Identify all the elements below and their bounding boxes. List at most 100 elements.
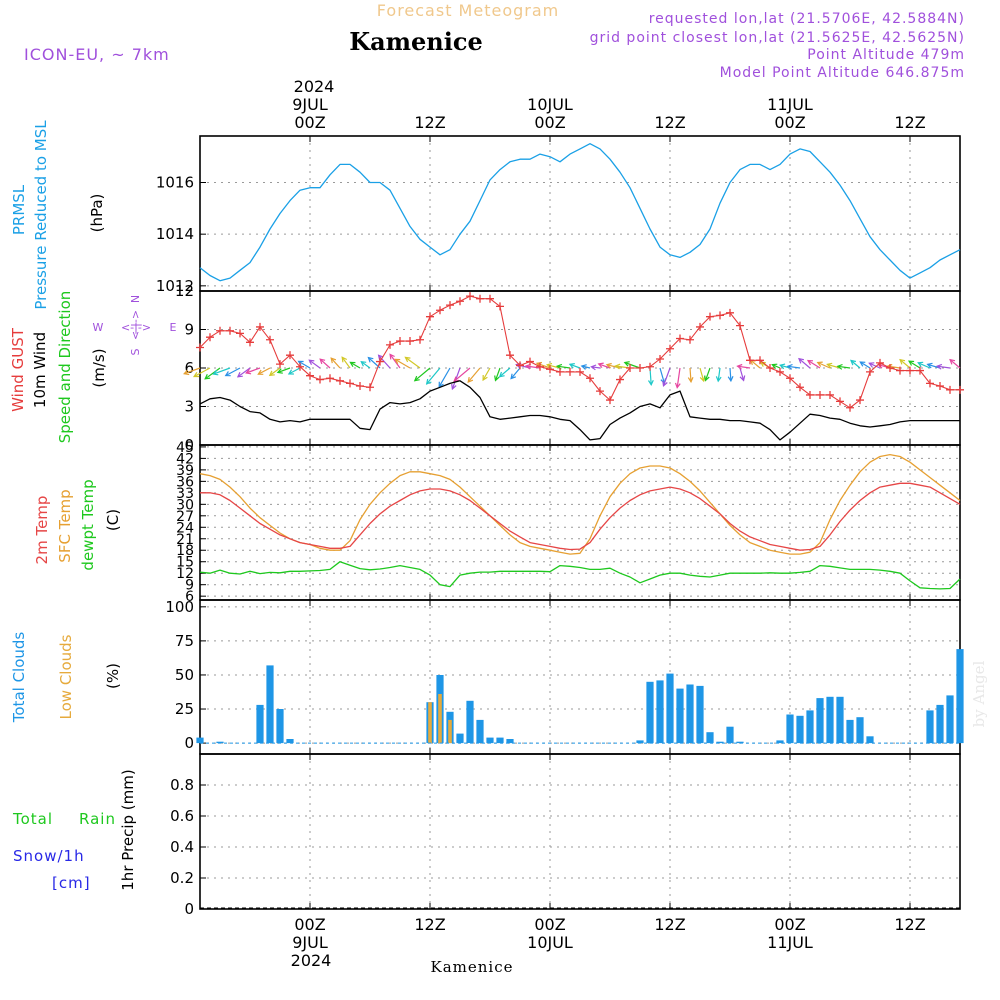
wind-arrow: [717, 367, 721, 382]
gust-marker: [796, 383, 804, 392]
wind-arrow-head: [360, 360, 367, 367]
low-cloud-bar: [448, 719, 452, 744]
wind-arrow: [850, 360, 861, 369]
wind-arrow-head: [467, 376, 474, 383]
y-tick-label: 0: [184, 734, 194, 752]
wind-arrow: [729, 367, 732, 381]
total-cloud-bar: [826, 696, 834, 744]
wind-arrow: [414, 367, 431, 382]
cloud-labels: Total Clouds Low Clouds (%): [10, 632, 122, 724]
gust-marker: [336, 376, 344, 385]
wind-arrow: [591, 366, 601, 369]
wind-arrow: [426, 367, 441, 385]
wind-arrow: [869, 362, 881, 369]
wind-arrow-head: [662, 380, 668, 387]
wind-arrow: [557, 365, 571, 369]
wind-arrow-head: [739, 375, 746, 382]
y-tick-label: 0: [184, 900, 194, 918]
total-cloud-bar: [806, 710, 814, 744]
gust-marker: [486, 294, 494, 303]
wind-arrow-head: [850, 359, 857, 366]
gust-marker: [436, 306, 444, 315]
precip-labels: Total Rain Snow/1h [cm] 1hr Precip (mm): [12, 769, 137, 892]
gust-marker: [376, 357, 384, 366]
point-altitude: Point Altitude 479m: [807, 47, 965, 63]
total-cloud-bar: [926, 710, 934, 744]
compass-rose: N <-|-> S W <-|-> E: [93, 295, 177, 356]
wind-arrow-head: [257, 369, 264, 375]
wind-arrow-head: [212, 369, 219, 376]
wind-arrow-head: [404, 356, 411, 363]
gust-marker: [936, 381, 944, 390]
wind-arrow-head: [826, 362, 833, 369]
y-tick-label: 1012: [156, 277, 194, 295]
wind-arrow-head: [868, 362, 875, 368]
wind-arrow: [467, 367, 481, 383]
gust-marker: [816, 390, 824, 399]
gust-marker: [306, 371, 314, 380]
y-tick-label: 6: [184, 359, 194, 377]
compass-ns-arrow: <-|->: [129, 310, 142, 340]
wind-arrow-head: [524, 363, 531, 370]
wind-arrow: [298, 360, 311, 369]
y-tick-label: 45: [176, 440, 194, 456]
wind-arrow: [213, 367, 231, 375]
gust-marker: [806, 390, 814, 399]
wind-arrow-head: [224, 371, 231, 377]
y-tick-label: 33: [176, 486, 194, 502]
gust-marker: [726, 308, 734, 317]
total-cloud-bar: [816, 698, 824, 744]
wind-arrow: [899, 359, 911, 369]
bottom-year-label: 2024: [291, 951, 332, 970]
wind-arrow: [330, 357, 341, 369]
wind-arrow-head: [389, 353, 395, 360]
top-time-axis: 2024 00Z 12Z 00Z 12Z 00Z 12Z 9JUL 10JUL 11JUL: [292, 77, 925, 132]
y-tick-label: 75: [175, 632, 194, 650]
y-tick-label: 12: [176, 566, 194, 582]
gust-marker: [206, 333, 214, 342]
wind-arrow: [676, 367, 681, 388]
wind-arrow: [245, 367, 261, 374]
wind-arrow-head: [394, 358, 401, 365]
precip-unit: 1hr Precip (mm): [119, 769, 137, 890]
total-cloud-bar: [796, 715, 804, 744]
wind-arrow: [183, 367, 201, 375]
wind-arrow-head: [236, 372, 243, 378]
low-cloud-bar: [438, 694, 442, 744]
wind-arrow: [341, 356, 351, 369]
wind-arrow: [525, 365, 541, 369]
gust-marker: [286, 351, 294, 360]
wind-arrow: [817, 361, 831, 369]
y-tick-label: 50: [175, 666, 194, 684]
y-tick-label: 39: [176, 463, 194, 479]
top-hour-label: 00Z: [294, 113, 325, 132]
y-tick-label: 1016: [156, 174, 194, 192]
y-tick-label: 27: [176, 509, 194, 525]
wind-arrow: [258, 367, 271, 375]
wind-arrow: [269, 367, 281, 376]
wind-arrow: [453, 367, 471, 382]
watermark: by Angel: [970, 660, 988, 727]
y-tick-label: 9: [185, 578, 194, 594]
wind-arrow: [482, 367, 491, 381]
y-tick-label: 9: [184, 321, 194, 339]
gust-marker: [476, 294, 484, 303]
location-title: Kamenice: [349, 27, 483, 56]
gust-marker: [836, 397, 844, 406]
wind-arrow-head: [917, 361, 924, 368]
wind-arrow: [659, 367, 665, 384]
wind-arrow: [581, 365, 591, 369]
wind-arrow-head: [759, 361, 766, 367]
total-cloud-bar: [476, 719, 484, 744]
wind-arrow: [499, 367, 511, 378]
compass-west: W: [93, 321, 104, 334]
y-tick-label: 1014: [156, 225, 194, 243]
top-hour-label: 00Z: [534, 113, 565, 132]
wind-10m-label: 10m Wind: [31, 332, 49, 408]
wind-arrow-head: [580, 364, 587, 370]
wind-arrow: [536, 362, 551, 369]
gust-marker: [406, 337, 414, 346]
gust-marker: [596, 387, 604, 396]
temp-labels: 2m Temp SFC Temp dewpt Temp (C): [33, 479, 122, 570]
gust-marker: [956, 385, 964, 394]
